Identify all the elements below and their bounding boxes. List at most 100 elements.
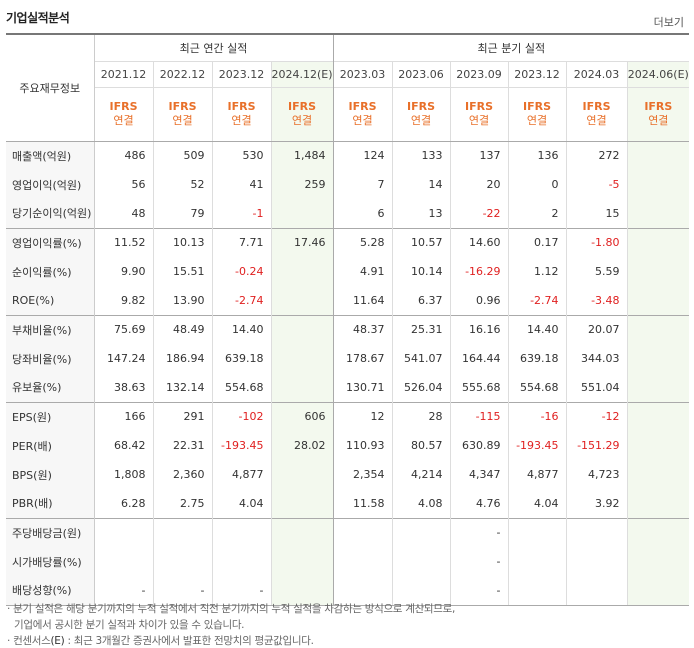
table-cell: 22.31 xyxy=(152,431,212,460)
table-cell: 606 xyxy=(270,401,334,431)
table-cell: 639.18 xyxy=(507,344,567,373)
table-cell: 630.89 xyxy=(449,431,509,460)
table-row: 순이익률(%) 9.90 15.51 -0.24 4.91 10.14 -16.29 1.12… xyxy=(6,257,690,286)
table-row: 영업이익률(%) 11.52 10.13 7.71 17.46 5.28 10.57 14.6… xyxy=(6,227,690,257)
ifrs-label: IFRS xyxy=(288,100,317,113)
table-cell: 178.67 xyxy=(332,344,393,373)
table-cell: 147.24 xyxy=(93,344,153,373)
table-cell: 130.71 xyxy=(332,373,393,402)
row-label: 매출액(억원) xyxy=(6,141,94,170)
table-cell: 0 xyxy=(507,170,567,199)
table-cell: -16 xyxy=(507,401,567,431)
table-cell: -193.45 xyxy=(507,431,567,460)
table-cell xyxy=(270,257,334,286)
period-header: 2024.03 xyxy=(565,60,628,87)
period-header: 2024.12(E) xyxy=(270,60,334,87)
table-cell: -102 xyxy=(211,401,271,431)
table-cell: 344.03 xyxy=(565,344,628,373)
table-cell: 551.04 xyxy=(565,373,628,402)
table-cell xyxy=(270,373,334,402)
table-cell: 14 xyxy=(391,170,451,199)
row-label: 주당배당금(원) xyxy=(6,517,94,547)
table-cell xyxy=(626,517,690,547)
row-label: 유보율(%) xyxy=(6,373,94,402)
table-cell: 10.57 xyxy=(391,227,451,257)
table-cell: 1.12 xyxy=(507,257,567,286)
ifrs-label: IFRS xyxy=(407,100,436,113)
table-cell: 25.31 xyxy=(391,314,451,344)
period-header: 2023.06 xyxy=(391,60,451,87)
table-cell: 541.07 xyxy=(391,344,451,373)
table-cell: 14.60 xyxy=(449,227,509,257)
table-cell: -1.80 xyxy=(565,227,628,257)
table-cell: 52 xyxy=(152,170,212,199)
table-cell: -151.29 xyxy=(565,431,628,460)
table-cell: 2 xyxy=(507,199,567,228)
table-cell: 14.40 xyxy=(211,314,271,344)
period-header: 2023.12 xyxy=(507,60,567,87)
ifrs-header-row: IFRS 연결 IFRS 연결 IFRS 연결 IFRS 연결 IFRS 연결 IFRS 연결 IFRS… xyxy=(6,86,690,142)
footnotes: · 분기 실적은 해당 분기까지의 누적 실적에서 직전 분기까지의 누적 실적… xyxy=(7,601,455,648)
table-cell: 12 xyxy=(332,401,393,431)
table-cell: 4.76 xyxy=(449,489,509,518)
table-cell: 15 xyxy=(565,199,628,228)
table-cell xyxy=(332,547,393,576)
table-cell xyxy=(565,517,628,547)
table-cell xyxy=(270,344,334,373)
table-cell xyxy=(626,257,690,286)
table-cell xyxy=(626,401,690,431)
row-label: 영업이익(억원) xyxy=(6,170,94,199)
table-cell: 11.52 xyxy=(93,227,153,257)
table-cell: 80.57 xyxy=(391,431,451,460)
table-cell: -193.45 xyxy=(211,431,271,460)
table-cell xyxy=(626,576,690,606)
ifrs-type-header: IFRS 연결 xyxy=(565,86,628,142)
consolidated-label: 연결 xyxy=(526,114,548,127)
table-cell xyxy=(507,576,567,606)
table-cell: 137 xyxy=(449,141,509,170)
period-header: 2024.06(E) xyxy=(626,60,690,87)
table-cell: -22 xyxy=(449,199,509,228)
row-label: 영업이익률(%) xyxy=(6,227,94,257)
table-cell: -16.29 xyxy=(449,257,509,286)
table-cell: 132.14 xyxy=(152,373,212,402)
table-cell: -0.24 xyxy=(211,257,271,286)
table-cell: 48.49 xyxy=(152,314,212,344)
consolidated-label: 연결 xyxy=(291,114,313,127)
quarterly-group-header: 최근 분기 실적 xyxy=(332,33,690,61)
table-row: PBR(배) 6.28 2.75 4.04 11.58 4.08 4.76 4.04 3.92 xyxy=(6,489,690,518)
ifrs-label: IFRS xyxy=(109,100,138,113)
table-cell: 5.28 xyxy=(332,227,393,257)
table-body: 매출액(억원) 486 509 530 1,484 124 133 137 136 272 영업이익… xyxy=(6,141,690,606)
table-cell: -2.74 xyxy=(507,286,567,315)
ifrs-label: IFRS xyxy=(582,100,611,113)
table-cell: 136 xyxy=(507,141,567,170)
table-cell: 20 xyxy=(449,170,509,199)
table-cell xyxy=(332,517,393,547)
table-cell: 10.14 xyxy=(391,257,451,286)
table-cell xyxy=(626,170,690,199)
table-cell: 15.51 xyxy=(152,257,212,286)
table-cell xyxy=(391,517,451,547)
table-cell: 5.59 xyxy=(565,257,628,286)
row-label: PBR(배) xyxy=(6,489,94,518)
table-cell: 7.71 xyxy=(211,227,271,257)
more-link[interactable]: 더보기 xyxy=(653,16,684,29)
table-cell: -115 xyxy=(449,401,509,431)
table-cell: - xyxy=(152,576,212,606)
table-cell xyxy=(270,547,334,576)
table-cell: 2.75 xyxy=(152,489,212,518)
table-cell xyxy=(507,517,567,547)
table-row: PER(배) 68.42 22.31 -193.45 28.02 110.93 80.57 6… xyxy=(6,431,690,460)
ifrs-type-header: IFRS 연결 xyxy=(332,86,393,142)
note-consensus-label: · 컨센서스 xyxy=(7,635,51,647)
table-row: 부채비율(%) 75.69 48.49 14.40 48.37 25.31 16.16 14.… xyxy=(6,314,690,344)
table-row: ROE(%) 9.82 13.90 -2.74 11.64 6.37 0.96 -2.74 -3… xyxy=(6,286,690,315)
table-cell: 1,808 xyxy=(93,460,153,489)
table-cell: 11.58 xyxy=(332,489,393,518)
table-cell xyxy=(152,517,212,547)
table-cell: - xyxy=(93,576,153,606)
table-cell xyxy=(507,547,567,576)
table-cell: 6.37 xyxy=(391,286,451,315)
table-cell xyxy=(626,286,690,315)
